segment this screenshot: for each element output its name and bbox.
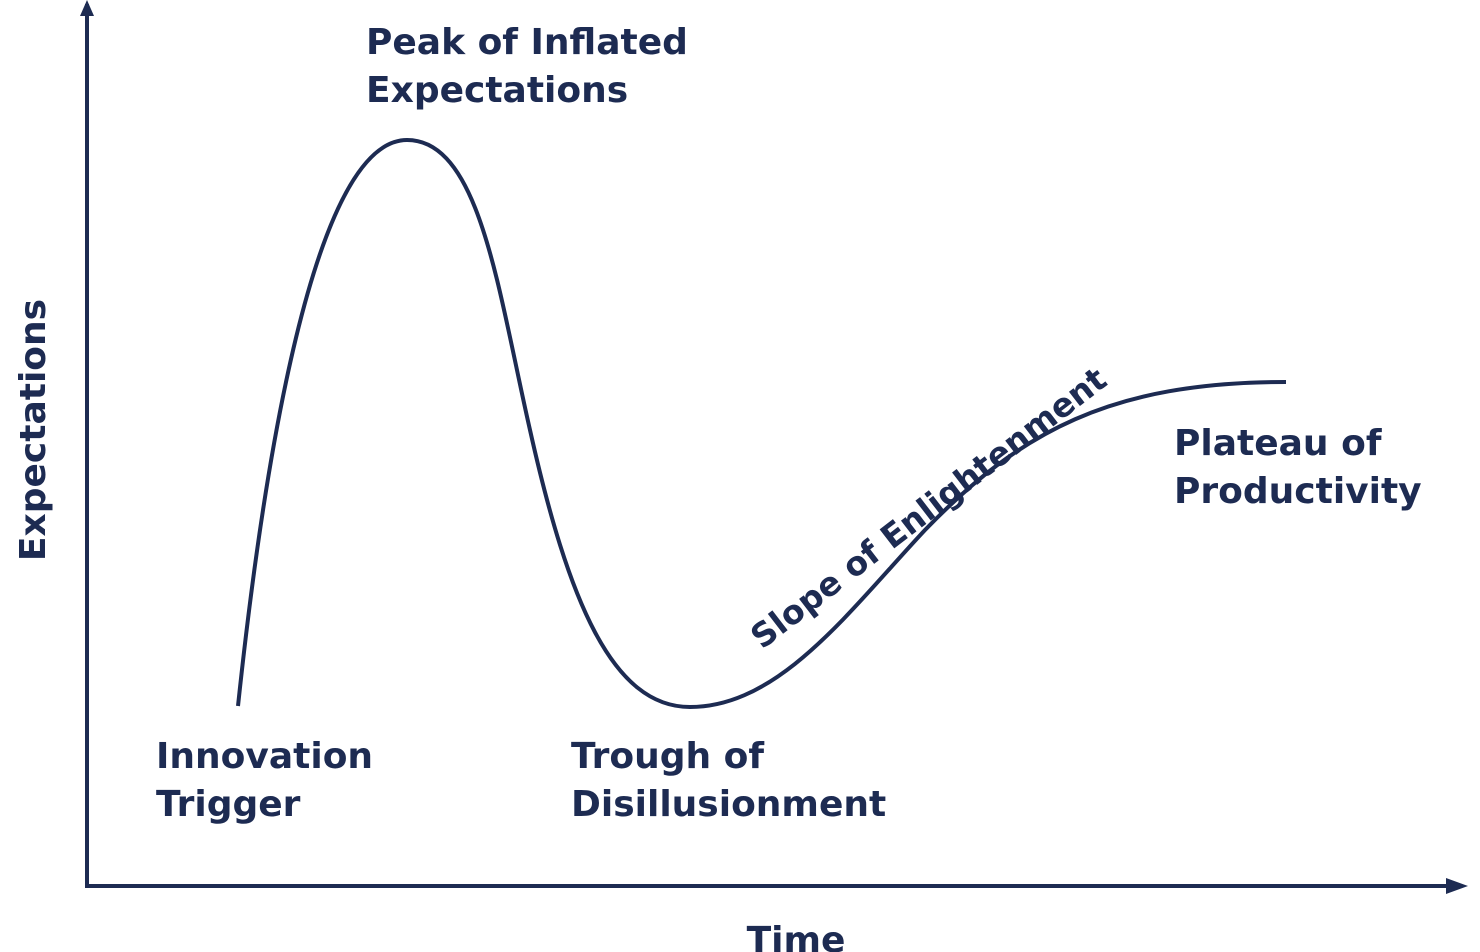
y-axis-arrow [80,0,94,16]
phase-label: Peak of Inflated [366,22,688,63]
phase-label: Trigger [156,784,301,825]
phase-label: Productivity [1174,471,1422,512]
phase-label: Trough of [571,736,764,777]
hype-curve [236,137,1287,710]
x-axis-label: Time [747,920,846,952]
phase-label: Slope of Enlightenment [743,359,1114,656]
phase-label: Innovation [156,736,373,777]
y-axis-label: Expectations [13,299,54,561]
x-axis-arrow [1446,878,1468,894]
phase-label: Expectations [366,70,628,111]
phase-label: Plateau of [1174,423,1382,464]
phase-label: Disillusionment [571,784,886,825]
